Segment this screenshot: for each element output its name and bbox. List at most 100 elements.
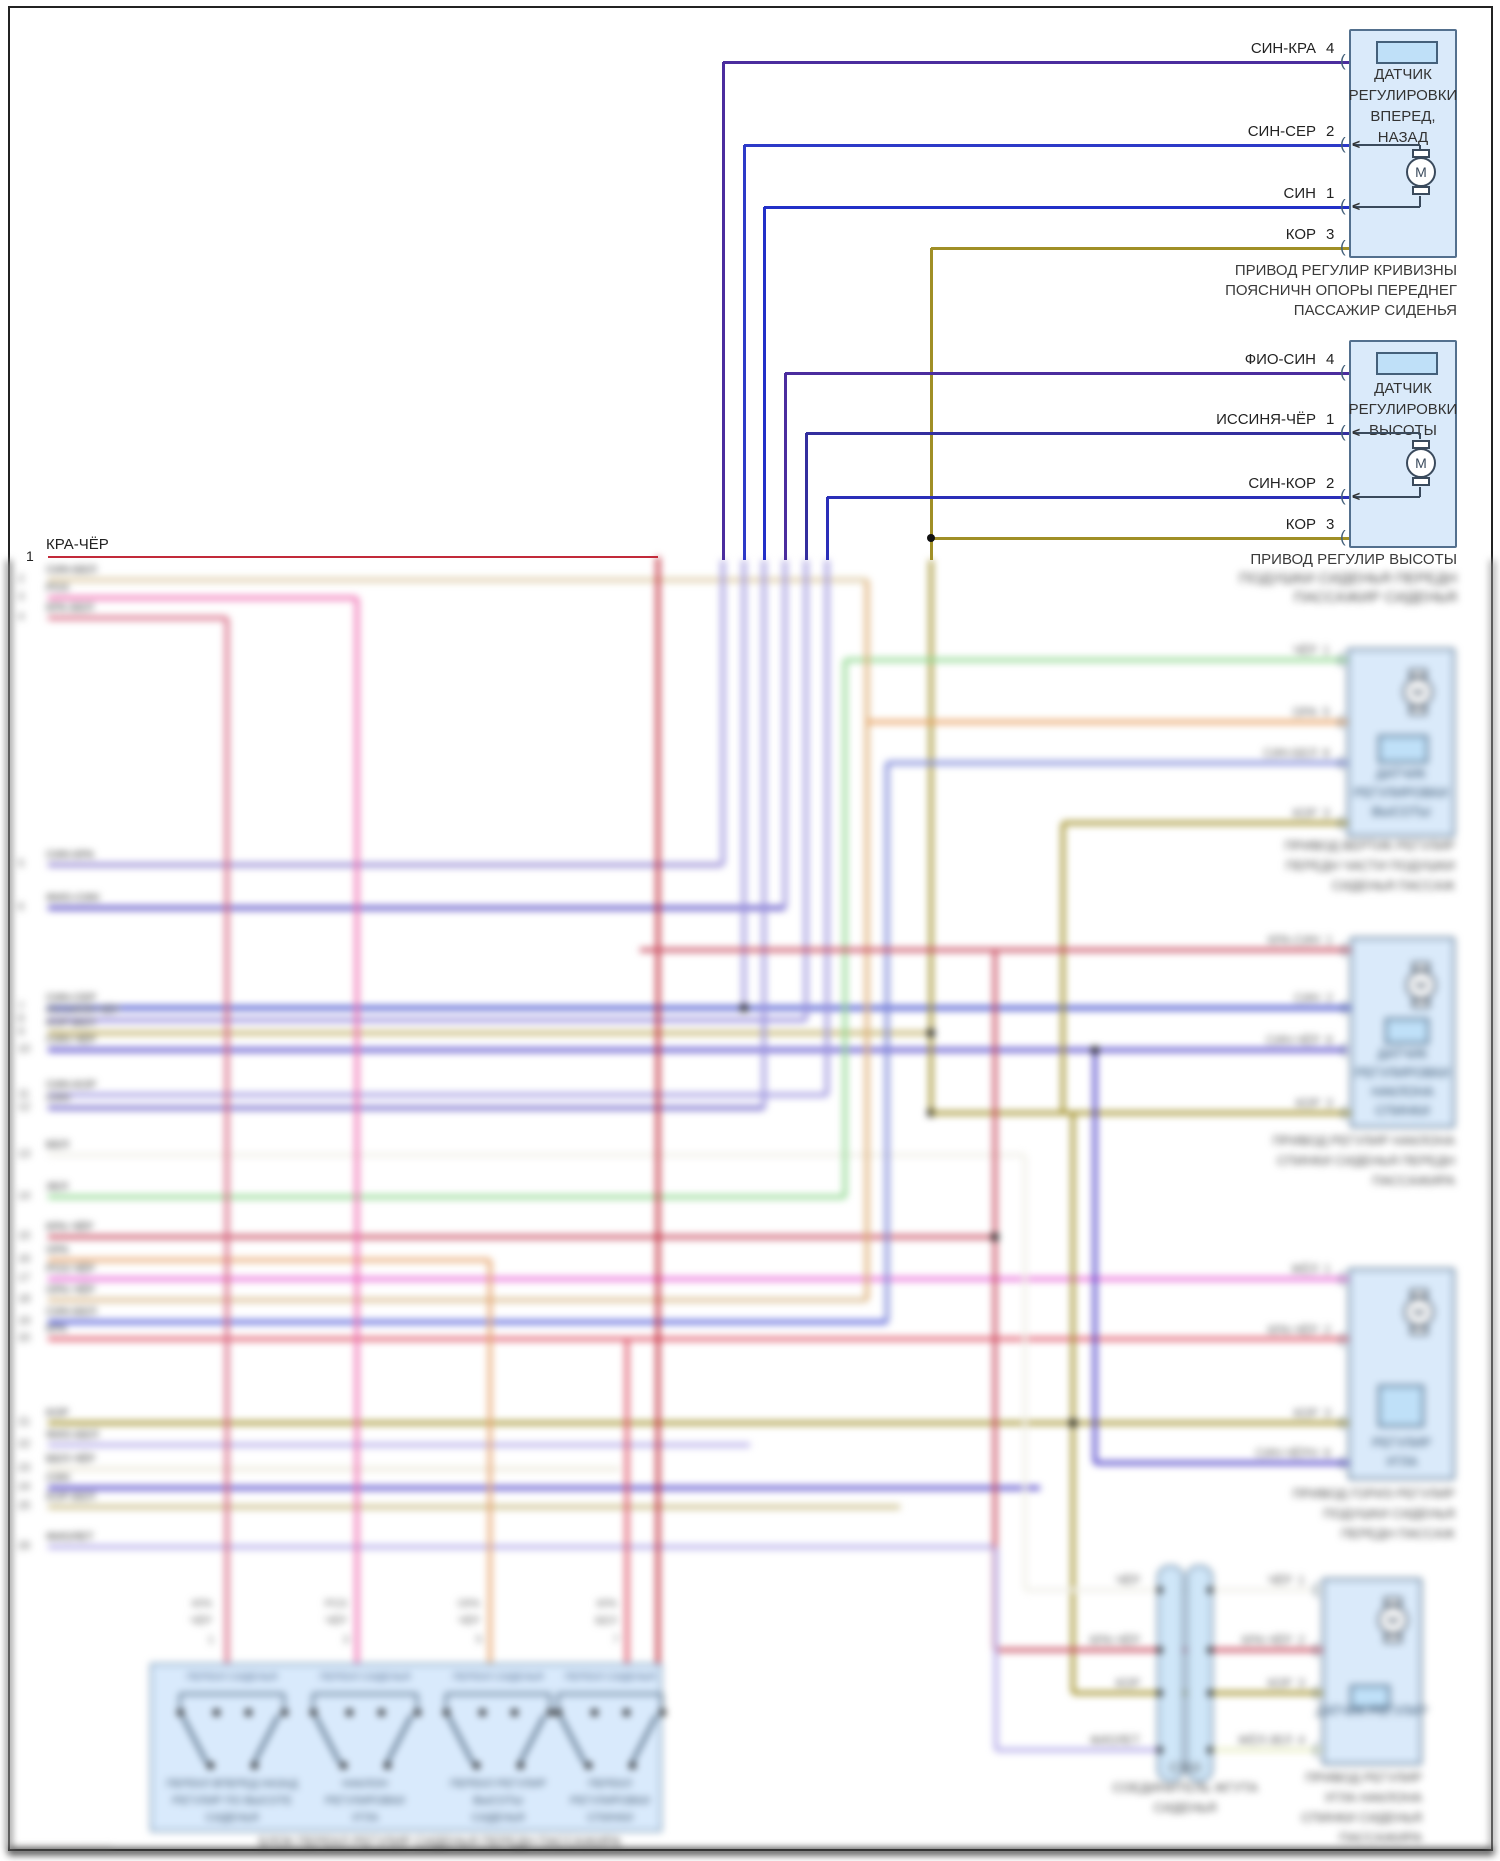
component-box-title: ВПЕРЕД, xyxy=(1370,108,1436,125)
wire-segment xyxy=(48,1006,1350,1010)
wire-segment xyxy=(1353,206,1420,208)
pin-socket-icon: ( xyxy=(1338,812,1344,831)
switch-caption: СИДЕНЬЯ xyxy=(205,1812,259,1824)
switch-cluster-label: ПЕРЕКЛ СИДЕНЬЯ xyxy=(186,1672,278,1683)
position-sensor-icon xyxy=(1376,41,1438,64)
junction-dot xyxy=(991,1233,999,1241)
wire-segment xyxy=(557,1694,559,1708)
junction-dot xyxy=(1091,1046,1099,1054)
junction-dot xyxy=(377,1708,385,1716)
component-caption: ПЕРЕДН ЧАСТИ ПОДУШКИ xyxy=(1285,858,1455,873)
wire-segment xyxy=(446,1693,550,1695)
connector-caption: СИДЕНЬЯ xyxy=(1153,1800,1217,1815)
junction-dot xyxy=(383,1761,391,1769)
entry-pin-number: 1 xyxy=(207,1634,214,1646)
wire-segment xyxy=(488,1260,492,1663)
wire-label: ФИО-СИН xyxy=(1244,351,1316,368)
component-box-title: ДАТЧИК xyxy=(1376,766,1426,781)
pin-socket-icon: ( xyxy=(1341,1102,1347,1121)
left-pin-label: СИН-БЕЛ xyxy=(46,564,97,576)
junction-dot xyxy=(628,1761,636,1769)
position-sensor-icon xyxy=(1376,352,1438,375)
inline-connector-half xyxy=(1186,1565,1213,1782)
pin-socket-icon: ( xyxy=(1313,1639,1319,1658)
pin-label: ЖЁЛ-ЗЕЛ xyxy=(1237,1733,1292,1747)
wire-segment xyxy=(785,371,1349,375)
junction-dot xyxy=(1207,1587,1213,1593)
wire-segment xyxy=(742,145,746,560)
pin-number: 2 xyxy=(1298,1633,1305,1647)
wire-segment xyxy=(764,205,1349,209)
component-caption: ПРИВОД РЕГУЛИР КРИВИЗНЫ xyxy=(1234,262,1457,279)
junction-dot xyxy=(212,1708,220,1716)
motor-icon: M xyxy=(1404,1297,1434,1327)
left-pin-label: СИН xyxy=(46,1092,70,1104)
junction-dot xyxy=(1157,1690,1163,1696)
junction-dot xyxy=(413,1708,421,1716)
wire-segment xyxy=(931,246,1349,250)
pin-number: 1 xyxy=(1324,1262,1331,1276)
junction-dot xyxy=(478,1708,486,1716)
wire-segment xyxy=(744,143,1349,147)
switch-caption: НАКЛОН xyxy=(342,1778,388,1790)
left-pin-number: 6 xyxy=(18,901,25,913)
wire-segment xyxy=(48,1195,845,1199)
component-box-4 xyxy=(1350,937,1455,1128)
entry-pin-number: 3 xyxy=(342,1634,349,1646)
left-pin-number: 12 xyxy=(18,1101,31,1113)
left-pin-number: 21 xyxy=(18,1416,31,1428)
junction-dot xyxy=(280,1708,288,1716)
component-caption: СПИНКИ СИДЕНЬЯ ПЕРЕДН xyxy=(1276,1153,1455,1168)
pin-label: СИН-ЧЁР xyxy=(1266,1033,1320,1047)
junction-dot xyxy=(516,1761,524,1769)
wire-segment xyxy=(996,1748,1157,1752)
wire-segment xyxy=(656,557,660,1663)
position-sensor-icon xyxy=(1350,1685,1390,1709)
left-pin-label: СИН xyxy=(46,1472,70,1484)
pin-socket-icon: ( xyxy=(1341,1039,1347,1058)
component-box-title: ВЫСОТЫ xyxy=(1369,422,1437,439)
junction-dot xyxy=(927,534,935,542)
wire-segment xyxy=(804,433,808,560)
junction-dot xyxy=(927,1029,935,1037)
component-box-title: ДАТЧИК xyxy=(1374,380,1432,397)
wire-segment xyxy=(48,616,227,620)
wire-segment xyxy=(313,1693,417,1695)
component-caption: ПАССАЖИРА xyxy=(1372,1173,1455,1188)
pin-socket-icon: ( xyxy=(1338,752,1344,771)
left-pin-number: 9 xyxy=(18,1026,25,1038)
wire-segment xyxy=(48,1505,900,1509)
wire-segment xyxy=(48,1545,996,1549)
wire-segment xyxy=(721,560,725,865)
wire-label: ИССИНЯ-ЧЁР xyxy=(1216,411,1316,428)
entry-label: ОРА xyxy=(457,1598,481,1610)
position-sensor-icon xyxy=(1385,1018,1429,1044)
switch-caption: ПЕРЕКЛ РЕГУЛИР xyxy=(449,1778,547,1790)
wire-segment xyxy=(48,1320,887,1324)
motor-icon: M xyxy=(1406,970,1436,1000)
junction-dot xyxy=(1207,1747,1213,1753)
motor-commutator-icon xyxy=(1410,1326,1428,1335)
left-pin-label: ФИО-БЕЛ xyxy=(46,1429,99,1441)
junction-dot xyxy=(206,1761,214,1769)
component-caption: ПОЯСНИЧН ОПОРЫ ПЕРЕДНЕГ xyxy=(1225,282,1457,299)
wire-segment xyxy=(721,62,725,560)
pin-socket-icon: ( xyxy=(1338,649,1344,668)
junction-dot xyxy=(244,1708,252,1716)
wire-segment xyxy=(48,1298,867,1302)
motor-icon: M xyxy=(1378,1605,1408,1635)
pin-label: СИН-БЕЛ xyxy=(1263,746,1317,760)
wire-segment xyxy=(1419,145,1421,151)
wire-segment xyxy=(931,1111,1350,1115)
pin-socket-icon: ( xyxy=(1339,1329,1345,1348)
wire-segment xyxy=(827,495,1349,499)
left-pin-label: БЕЛ xyxy=(46,1139,69,1151)
pin-number: 3 xyxy=(1323,806,1330,820)
left-pin-number: 26 xyxy=(18,1540,31,1552)
pin-label: КОР xyxy=(1293,1406,1318,1420)
wire-label: 3 xyxy=(1326,226,1335,243)
switch-block-caption: БЛОК ПЕРЕКЛ РЕГУЛИР СИДЕНЬЯ ПЕРЕДН ПАССА… xyxy=(258,1834,622,1849)
wire-segment xyxy=(843,660,847,1197)
wire-segment xyxy=(48,578,867,582)
pin-number: 6 xyxy=(1324,1446,1331,1460)
